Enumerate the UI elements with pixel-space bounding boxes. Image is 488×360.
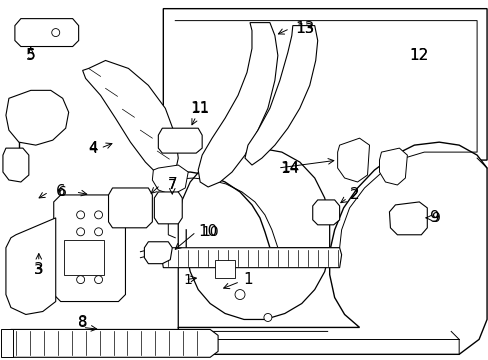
Bar (1, 329, 13, 357)
Polygon shape (388, 202, 427, 235)
Text: 11: 11 (191, 101, 208, 115)
Polygon shape (161, 248, 341, 268)
Circle shape (77, 261, 84, 269)
Polygon shape (312, 200, 339, 225)
Polygon shape (82, 60, 178, 178)
Text: 14: 14 (281, 161, 298, 175)
Polygon shape (15, 19, 79, 46)
Text: 11: 11 (190, 101, 209, 116)
Polygon shape (3, 148, 29, 182)
Polygon shape (178, 142, 486, 354)
Polygon shape (244, 26, 317, 165)
Text: 12: 12 (409, 48, 428, 63)
Circle shape (94, 244, 102, 252)
Circle shape (94, 228, 102, 236)
Circle shape (52, 28, 60, 37)
Text: 9: 9 (429, 210, 439, 225)
Text: 9: 9 (430, 211, 439, 225)
Text: 10: 10 (201, 225, 219, 239)
Text: 3: 3 (34, 263, 43, 276)
Circle shape (77, 228, 84, 236)
Circle shape (77, 244, 84, 252)
Polygon shape (6, 90, 68, 145)
Text: 1: 1 (243, 272, 252, 287)
Text: 14: 14 (280, 161, 299, 176)
Text: 7: 7 (167, 177, 177, 193)
Circle shape (94, 261, 102, 269)
Polygon shape (337, 138, 369, 182)
Text: 12: 12 (409, 48, 428, 63)
Bar (215, 260, 235, 278)
Text: 3: 3 (34, 262, 43, 277)
Polygon shape (152, 165, 188, 195)
Text: 13: 13 (295, 22, 313, 36)
Polygon shape (198, 23, 277, 187)
Polygon shape (163, 9, 486, 248)
Circle shape (94, 276, 102, 284)
Bar (63, 240, 103, 275)
Polygon shape (108, 188, 152, 228)
Text: 6: 6 (58, 185, 67, 199)
Text: 8: 8 (78, 315, 87, 329)
Polygon shape (3, 329, 218, 357)
Circle shape (94, 211, 102, 219)
Polygon shape (154, 192, 182, 224)
Text: 2: 2 (349, 188, 359, 202)
Text: 4: 4 (88, 141, 97, 156)
Circle shape (264, 314, 271, 321)
Polygon shape (158, 128, 202, 153)
Text: 13: 13 (294, 21, 314, 36)
Polygon shape (6, 218, 56, 315)
Text: 5: 5 (26, 49, 35, 63)
Text: 10: 10 (198, 224, 217, 239)
Polygon shape (379, 148, 407, 185)
Text: 4: 4 (88, 141, 97, 155)
Text: 1: 1 (183, 273, 192, 287)
Polygon shape (54, 195, 125, 302)
Circle shape (77, 211, 84, 219)
Text: 6: 6 (56, 184, 65, 199)
Text: 2: 2 (349, 188, 358, 202)
Text: 5: 5 (26, 48, 36, 63)
Circle shape (235, 289, 244, 300)
Circle shape (77, 276, 84, 284)
Text: 7: 7 (167, 178, 176, 192)
Polygon shape (144, 242, 172, 264)
Text: 8: 8 (78, 315, 87, 330)
